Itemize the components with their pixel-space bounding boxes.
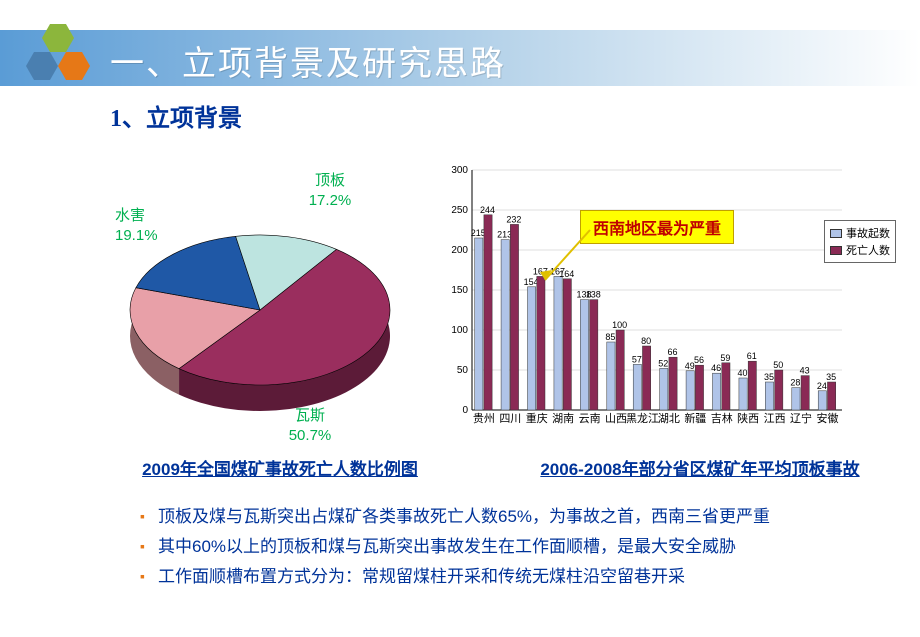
svg-text:80: 80 [641, 336, 651, 346]
captions: 2009年全国煤矿事故死亡人数比例图 2006-2008年部分省区煤矿年平均顶板… [0, 455, 920, 480]
caption-left: 2009年全国煤矿事故死亡人数比例图 [60, 455, 500, 480]
svg-text:贵州: 贵州 [473, 412, 495, 425]
svg-text:244: 244 [480, 205, 495, 215]
svg-text:陕西: 陕西 [737, 411, 759, 425]
svg-text:213: 213 [497, 230, 512, 240]
bullet-item: 工作面顺槽布置方式分为：常规留煤柱开采和传统无煤柱沿空留巷开采 [140, 562, 880, 592]
page-title: 一、立项背景及研究思路 [110, 36, 506, 85]
svg-text:新疆: 新疆 [684, 411, 706, 425]
legend-item: 事故起数 [830, 225, 890, 241]
svg-text:瓦斯: 瓦斯 [295, 407, 325, 424]
svg-text:154: 154 [524, 277, 539, 287]
svg-text:安徽: 安徽 [816, 411, 838, 425]
svg-text:100: 100 [451, 325, 468, 336]
svg-text:四川: 四川 [499, 413, 521, 425]
svg-text:19.1%: 19.1% [115, 227, 158, 244]
svg-text:215: 215 [471, 228, 486, 238]
svg-text:辽宁: 辽宁 [790, 411, 812, 425]
pie-chart: 瓦斯 50.7% 水害 19.1% 顶板 17.2% [80, 160, 440, 450]
svg-text:164: 164 [559, 269, 574, 279]
svg-text:山西: 山西 [605, 412, 627, 425]
svg-text:59: 59 [720, 353, 730, 363]
hex-logo [18, 24, 98, 94]
svg-text:56: 56 [694, 355, 704, 365]
callout-text: 西南地区最为严重 [593, 221, 721, 238]
svg-text:46: 46 [711, 363, 721, 373]
bullet-list: 顶板及煤与瓦斯突出占煤矿各类事故死亡人数65%，为事故之首，西南三省更严重其中6… [140, 502, 880, 591]
svg-text:35: 35 [826, 372, 836, 382]
svg-text:24: 24 [817, 381, 827, 391]
svg-text:35: 35 [764, 372, 774, 382]
svg-text:66: 66 [668, 347, 678, 357]
svg-text:43: 43 [800, 366, 810, 376]
svg-text:17.2%: 17.2% [309, 192, 352, 209]
svg-text:250: 250 [451, 205, 468, 216]
figures-row: 瓦斯 50.7% 水害 19.1% 顶板 17.2% 0 50 100 150 200 250 300… [0, 160, 920, 460]
svg-text:232: 232 [506, 214, 521, 224]
svg-text:0: 0 [462, 405, 468, 416]
svg-text:50: 50 [773, 360, 783, 370]
svg-text:52: 52 [658, 358, 668, 368]
svg-text:湖北: 湖北 [658, 412, 680, 425]
svg-text:江西: 江西 [764, 412, 786, 425]
bar-chart: 0 50 100 150 200 250 300 215 244 贵州 213 232 四川 154167… [440, 160, 900, 450]
svg-text:300: 300 [451, 165, 468, 176]
svg-text:40: 40 [738, 368, 748, 378]
svg-text:吉林: 吉林 [711, 411, 733, 425]
svg-text:28: 28 [790, 378, 800, 388]
svg-text:云南: 云南 [579, 412, 601, 425]
bar-legend: 事故起数死亡人数 [824, 220, 896, 263]
svg-text:顶板: 顶板 [315, 171, 345, 189]
svg-text:重庆: 重庆 [526, 411, 548, 425]
svg-text:100: 100 [612, 320, 627, 330]
svg-text:138: 138 [586, 290, 601, 300]
callout: 西南地区最为严重 [580, 210, 734, 244]
svg-text:150: 150 [451, 285, 468, 296]
svg-text:湖南: 湖南 [552, 412, 574, 425]
svg-text:50.7%: 50.7% [289, 427, 332, 444]
svg-text:水害: 水害 [115, 207, 145, 224]
svg-text:167: 167 [533, 266, 548, 276]
svg-text:57: 57 [632, 354, 642, 364]
legend-item: 死亡人数 [830, 242, 890, 258]
bullet-item: 其中60%以上的顶板和煤与瓦斯突出事故发生在工作面顺槽，是最大安全威胁 [140, 532, 880, 562]
section-subtitle: 1、立项背景 [110, 98, 242, 133]
svg-text:61: 61 [747, 351, 757, 361]
svg-text:黑龙江: 黑龙江 [626, 412, 659, 425]
bullet-item: 顶板及煤与瓦斯突出占煤矿各类事故死亡人数65%，为事故之首，西南三省更严重 [140, 502, 880, 532]
svg-text:200: 200 [451, 245, 468, 256]
svg-text:50: 50 [457, 365, 469, 376]
svg-text:85: 85 [605, 332, 615, 342]
caption-right: 2006-2008年部分省区煤矿年平均顶板事故 [500, 455, 900, 480]
